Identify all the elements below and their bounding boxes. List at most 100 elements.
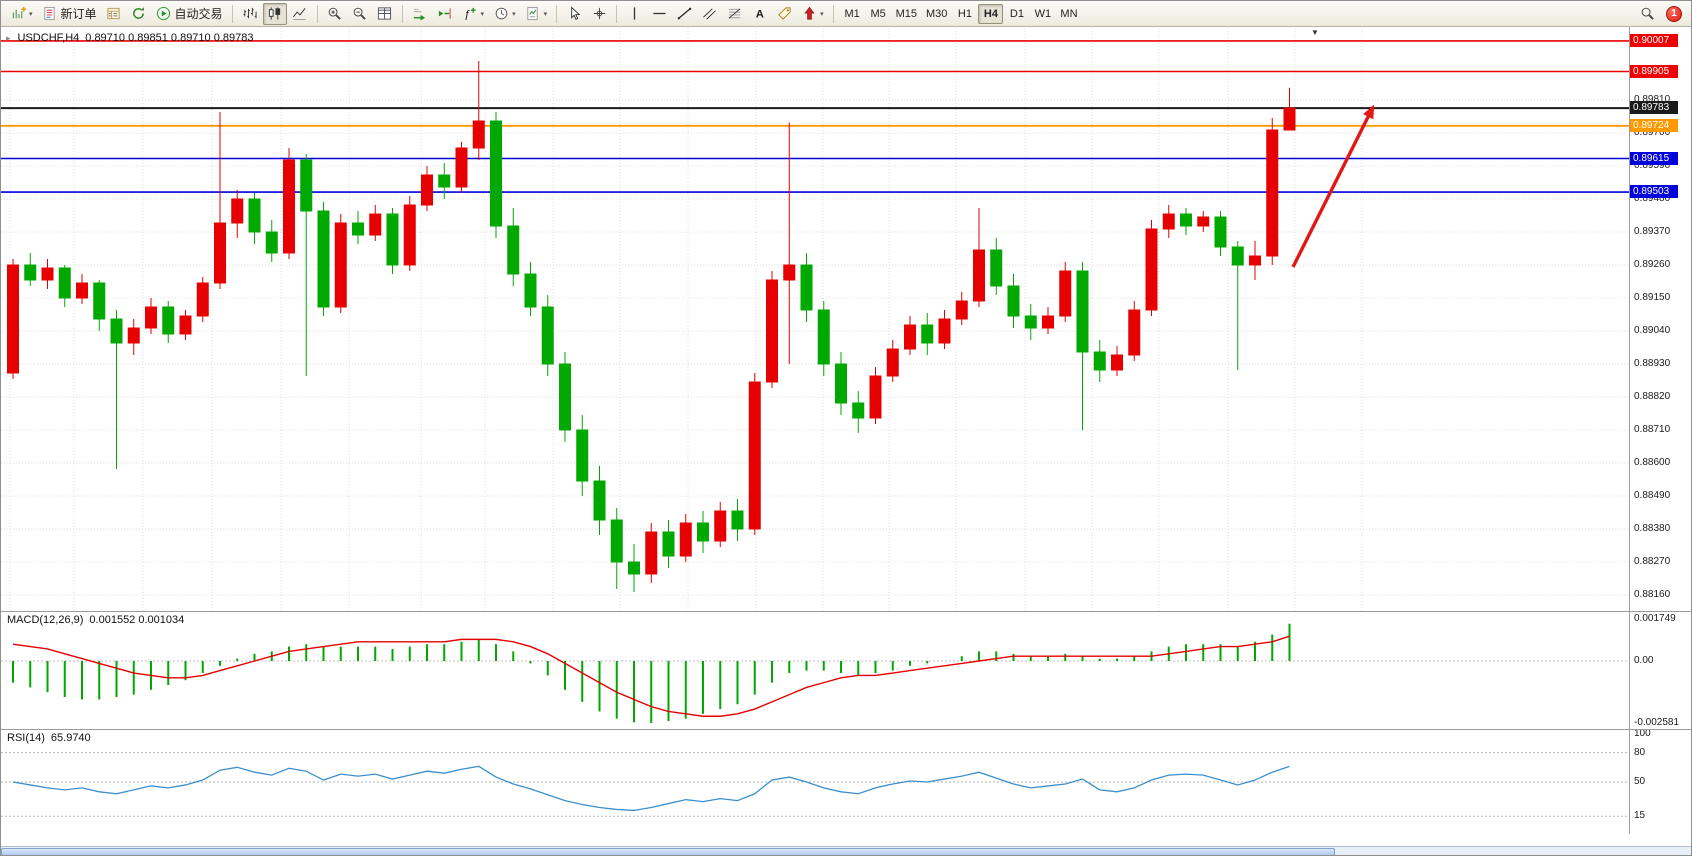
candle [852, 391, 865, 433]
new-chart-button[interactable]: ▾ [6, 3, 37, 25]
trendline-button[interactable] [672, 3, 696, 25]
zoom-out-button[interactable] [348, 3, 372, 25]
timeframe-button-mn[interactable]: MN [1056, 4, 1081, 24]
chart-shift-marker[interactable]: ▼ [1311, 28, 1319, 37]
time-axis[interactable] [1, 834, 1691, 846]
text-icon: A [751, 6, 767, 22]
candle [1214, 211, 1227, 256]
candle [93, 280, 106, 331]
text-label-button[interactable] [772, 3, 796, 25]
candle [58, 265, 71, 307]
vertical-line-button[interactable] [622, 3, 646, 25]
chart-shift-button[interactable] [433, 3, 457, 25]
timeframe-group: M1 M5 M15 M30 H1 H4 D1 W1 MN [840, 3, 1082, 24]
candle [679, 514, 692, 562]
scrollbar-thumb[interactable] [1, 848, 1335, 855]
candle [662, 520, 675, 568]
text-button[interactable]: A [747, 3, 771, 25]
bar-chart-button[interactable] [238, 3, 262, 25]
toolbar-separator [401, 4, 403, 23]
candle [1266, 118, 1279, 265]
candle [766, 271, 778, 388]
toolbar-separator [231, 4, 233, 23]
timeframe-button-h1[interactable]: H1 [952, 4, 977, 24]
horizontal-line-button[interactable] [647, 3, 671, 25]
candle [334, 214, 347, 313]
candle [610, 508, 623, 589]
candle [24, 253, 37, 286]
channel-icon [701, 6, 717, 22]
templates-button[interactable]: ▾ [521, 3, 552, 25]
chart-shift-icon [437, 6, 453, 22]
candle [1231, 241, 1244, 370]
candles-chart-icon [267, 6, 283, 22]
toolbar-button-group: ▾ 新订单 自动交易 ƒ ▾ ▾ ▾ A ▾ [6, 2, 838, 25]
timeframe-button-w1[interactable]: W1 [1030, 4, 1055, 24]
auto-scroll-button[interactable] [408, 3, 432, 25]
chart-ohlc: 0.89710 0.89851 0.89710 0.89783 [85, 32, 254, 44]
candle [1197, 211, 1210, 232]
macd-panel-separator[interactable] [1, 611, 1691, 612]
chart-plus-icon [10, 6, 26, 22]
candle [559, 352, 571, 442]
candle [1128, 301, 1141, 361]
notification-badge[interactable]: 1 [1666, 5, 1682, 22]
new-order-button[interactable]: 新订单 [38, 3, 101, 25]
market-watch-button[interactable] [102, 3, 126, 25]
candle [1111, 346, 1123, 376]
search-button[interactable] [1635, 3, 1659, 25]
refresh-icon [131, 6, 147, 22]
timeframe-button-m1[interactable]: M1 [840, 4, 865, 24]
candle [800, 253, 813, 322]
toolbar-separator [832, 4, 834, 23]
periods-button[interactable]: ▾ [489, 3, 520, 25]
candle [921, 313, 934, 355]
rsi-indicator-value: 65.9740 [50, 732, 91, 744]
svg-text:ƒ: ƒ [464, 9, 470, 21]
candle [1180, 208, 1192, 235]
macd-layer [1, 623, 1629, 723]
indicators-button[interactable]: ƒ ▾ [458, 3, 489, 25]
candle [369, 205, 382, 241]
crosshair-button[interactable] [587, 3, 611, 25]
line-chart-icon [292, 6, 308, 22]
candle [524, 262, 537, 316]
dropdown-caret-icon: ▾ [29, 10, 33, 18]
zoom-in-icon [327, 6, 343, 22]
grid-layer [1, 28, 1629, 611]
one-click-trading-toggle[interactable]: ▸ [6, 32, 11, 43]
candle [697, 511, 709, 553]
refresh-button[interactable] [127, 3, 151, 25]
candlestick-chart-button[interactable] [262, 2, 287, 25]
arrow-objects-button[interactable]: ▾ [797, 3, 828, 25]
dropdown-caret-icon: ▾ [820, 10, 824, 18]
candle [145, 298, 157, 334]
tile-windows-button[interactable] [373, 3, 397, 25]
timeframe-button-m30[interactable]: M30 [922, 4, 951, 24]
price-axis-separator [1629, 27, 1630, 834]
candle [714, 502, 727, 547]
horizontal-scrollbar[interactable] [1, 846, 1691, 855]
macd-header: MACD(12,26,9) 0.001552 0.001034 [7, 614, 184, 626]
candle [576, 415, 589, 496]
candle [1162, 205, 1175, 238]
candle [472, 61, 485, 160]
line-chart-button[interactable] [288, 3, 312, 25]
timeframe-button-d1[interactable]: D1 [1004, 4, 1029, 24]
equidistant-channel-button[interactable] [697, 3, 721, 25]
candle [7, 259, 19, 379]
trend-arrow-annotation[interactable] [1291, 104, 1375, 268]
candle [1042, 307, 1054, 334]
vline-icon [626, 6, 642, 22]
rsi-panel-separator[interactable] [1, 729, 1691, 730]
fibonacci-button[interactable] [722, 3, 746, 25]
candle [628, 544, 640, 592]
autotrading-button[interactable]: 自动交易 [152, 3, 227, 25]
timeframe-button-m5[interactable]: M5 [866, 4, 891, 24]
timeframe-button-m15[interactable]: M15 [892, 4, 921, 24]
cursor-button[interactable] [562, 3, 586, 25]
candle [41, 259, 54, 289]
zoom-in-button[interactable] [323, 3, 347, 25]
timeframe-button-h4[interactable]: H4 [978, 3, 1004, 24]
